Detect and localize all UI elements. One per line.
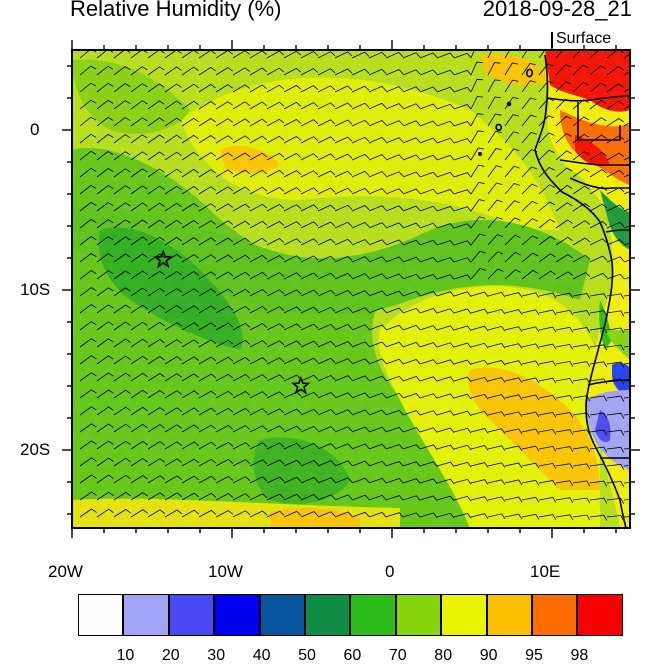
colorbar-label: 60: [343, 647, 362, 664]
colorbar-label: 50: [298, 647, 316, 664]
colorbar-label: 20: [161, 647, 180, 664]
colorbar-swatch: [577, 594, 623, 636]
lon-label-20w: 20W: [48, 562, 83, 581]
colorbar-swatch: [350, 594, 396, 636]
colorbar-label: 95: [525, 647, 543, 664]
colorbar-swatch: [395, 594, 442, 636]
colorbar-swatch: [486, 594, 532, 636]
colorbar-label: 98: [570, 647, 589, 664]
lat-label-10s: 10S: [20, 280, 51, 299]
colorbar-label: 10: [116, 647, 135, 664]
colorbar-swatch: [531, 594, 578, 636]
colorbar-swatch: [304, 594, 351, 636]
lon-label-0: 0: [385, 562, 395, 581]
colorbar-swatch: [214, 594, 260, 636]
colorbar-label: 80: [434, 647, 453, 664]
lon-label-10w: 10W: [208, 562, 243, 581]
humidity-field: [72, 50, 630, 528]
colorbar-swatch: [78, 594, 124, 636]
colorbar-swatch: [441, 594, 487, 636]
colorbar-swatch: [168, 594, 215, 636]
colorbar: [78, 594, 623, 636]
lat-label-20s: 20S: [20, 440, 51, 459]
colorbar-label: 70: [388, 647, 407, 664]
coastline: [477, 54, 630, 528]
plot-frame: [71, 49, 631, 529]
star-marker-west: [153, 249, 173, 268]
star-marker-south: [291, 375, 311, 395]
axis-ticks: [62, 40, 640, 538]
map-title: Relative Humidity (%): [70, 0, 282, 21]
lat-label-0: 0: [30, 120, 40, 139]
colorbar-swatch: [123, 594, 169, 636]
colorbar-swatch: [259, 594, 305, 636]
colorbar-labels: 10 20 30 40 50 60 70 80 90 95 98: [0, 647, 650, 669]
colorbar-label: 40: [252, 647, 271, 664]
level-label: Surface: [556, 30, 612, 47]
colorbar-label: 90: [479, 647, 498, 664]
lon-label-10e: 10E: [530, 562, 561, 581]
valid-time: 2018-09-28_21: [482, 0, 632, 21]
colorbar-label: 30: [207, 647, 226, 664]
